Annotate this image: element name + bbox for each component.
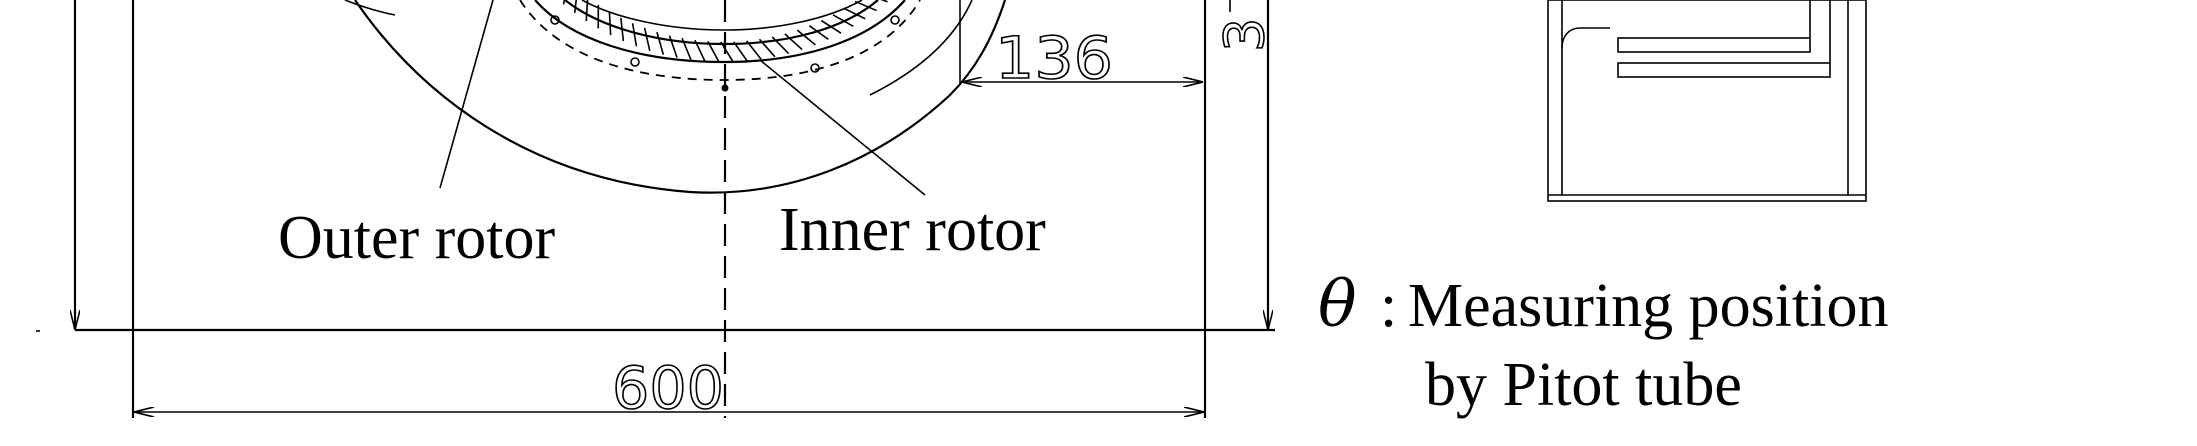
dim-136-label: 136 bbox=[995, 24, 1113, 92]
blade-hatch-line bbox=[854, 0, 877, 12]
measuring-position-line2: by Pitot tube bbox=[1425, 351, 1742, 419]
theta-colon: : bbox=[1380, 272, 1397, 340]
blade-hatch-line bbox=[620, 17, 625, 42]
blade-marker-dot bbox=[810, 63, 820, 73]
blade-marker-dot bbox=[890, 15, 900, 25]
dim-600-label: 600 bbox=[612, 354, 724, 422]
blade-hatch-line bbox=[733, 41, 748, 62]
rotor-blade-ring bbox=[519, 0, 921, 92]
inner-rotor-upper-curve bbox=[869, 0, 973, 96]
blade-hatch-line bbox=[707, 41, 720, 63]
blade-hatch-line bbox=[843, 7, 866, 20]
blade-hatch-line bbox=[808, 25, 829, 41]
blade-marker-dot bbox=[630, 57, 640, 67]
theta-symbol: θ bbox=[1318, 268, 1357, 342]
inner-rotor-leader-line bbox=[759, 59, 926, 196]
center-dot bbox=[721, 84, 729, 92]
blade-hatch-line bbox=[784, 33, 803, 51]
pitot-tube-drawing bbox=[1547, 0, 1867, 202]
blade-marker-dot bbox=[550, 15, 560, 25]
blade-hatch-line bbox=[643, 27, 651, 51]
inner-rotor-label: Inner rotor bbox=[779, 196, 1046, 264]
blade-hatch-line bbox=[758, 38, 776, 58]
blade-hatch-line bbox=[681, 37, 692, 61]
outer-rotor-arc bbox=[354, 0, 1007, 194]
blade-hatch-line bbox=[820, 19, 842, 34]
upper-left-arc bbox=[344, 0, 396, 16]
outer-rotor-label: Outer rotor bbox=[278, 204, 556, 272]
blade-hatch-line bbox=[585, 0, 589, 22]
blade-hatch-line bbox=[656, 31, 665, 55]
blade-hatch-line bbox=[694, 39, 706, 62]
blade-hatch-line bbox=[720, 41, 734, 63]
measuring-position-line1: Measuring position bbox=[1408, 272, 1888, 340]
blade-hatch-line bbox=[608, 11, 612, 36]
blade-hatch-line bbox=[832, 14, 854, 28]
blade-hatch-line bbox=[668, 35, 678, 58]
blade-hatch-line bbox=[771, 36, 790, 55]
blade-hatch-line bbox=[880, 0, 888, 3]
blade-hatch-line bbox=[631, 23, 638, 47]
blade-hatch-line bbox=[573, 0, 577, 14]
dim-vertical-label: 3 bbox=[1213, 18, 1276, 52]
outer-rotor-leader-line bbox=[439, 0, 494, 189]
blade-hatch-line bbox=[796, 29, 816, 46]
blade-hatch-line bbox=[562, 0, 566, 5]
blade-hatch-line bbox=[746, 40, 762, 60]
